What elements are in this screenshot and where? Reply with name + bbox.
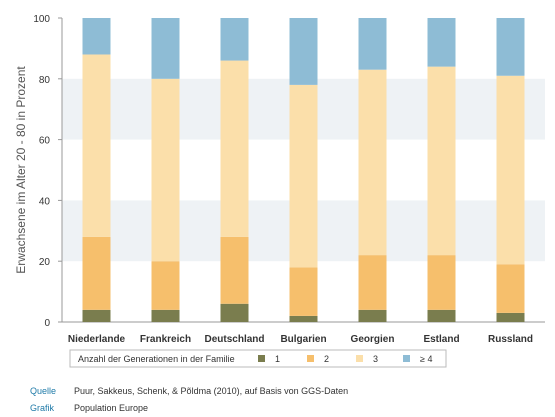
x-tick-label: Russland xyxy=(488,334,533,345)
bar-segment xyxy=(427,66,456,256)
bar-segment xyxy=(289,18,318,85)
graphic-key: Grafik xyxy=(30,403,55,413)
bar-segment xyxy=(358,309,387,322)
legend-swatch xyxy=(403,355,410,362)
bar-segment xyxy=(496,264,525,313)
legend-box xyxy=(69,349,447,368)
legend-swatch xyxy=(307,355,314,362)
bar-segment xyxy=(427,255,456,310)
bar-segment xyxy=(220,18,249,61)
bar-segment xyxy=(289,315,318,322)
y-axis-label: Erwachsene im Alter 20 - 80 in Prozent xyxy=(14,66,28,274)
bar-segment xyxy=(220,60,249,237)
x-tick-label: Frankreich xyxy=(140,334,191,345)
source-value: Puur, Sakkeus, Schenk, & Põldma (2010), … xyxy=(74,386,349,396)
x-tick-label: Niederlande xyxy=(68,334,126,345)
bar-segment xyxy=(496,18,525,76)
bar-segment xyxy=(151,261,180,310)
source-row: Quelle Puur, Sakkeus, Schenk, & Põldma (… xyxy=(30,383,348,400)
bar-segment xyxy=(151,78,180,262)
bar-segment xyxy=(358,255,387,310)
x-tick-label: Estland xyxy=(423,334,459,345)
legend-label: 3 xyxy=(373,354,378,364)
x-tick-label: Bulgarien xyxy=(280,334,326,345)
bar-segment xyxy=(82,18,111,55)
y-tick-label: 0 xyxy=(44,318,50,329)
legend-label: ≥ 4 xyxy=(420,354,432,364)
bar-segment xyxy=(220,236,249,304)
y-tick-label: 20 xyxy=(39,257,51,268)
bar-segment xyxy=(289,84,318,268)
credits: Quelle Puur, Sakkeus, Schenk, & Põldma (… xyxy=(30,383,348,417)
x-tick-label: Georgien xyxy=(351,334,395,345)
bar-segment xyxy=(358,18,387,70)
legend-label: 1 xyxy=(275,354,280,364)
legend-title: Anzahl der Generationen in der Familie xyxy=(78,354,235,364)
bar-segment xyxy=(358,69,387,256)
legend-swatch xyxy=(258,355,265,362)
bar-segment xyxy=(289,267,318,316)
bar-segment xyxy=(427,18,456,67)
bar-segment xyxy=(151,18,180,79)
bar-segment xyxy=(496,312,525,322)
bar-segment xyxy=(220,303,249,322)
y-tick-label: 100 xyxy=(33,14,50,25)
bar-segment xyxy=(82,309,111,322)
x-tick-label: Deutschland xyxy=(204,334,264,345)
y-tick-label: 80 xyxy=(39,75,51,86)
graphic-value: Population Europe xyxy=(74,403,149,413)
stacked-bar-chart: 0 20 40 60 80 100 Erwachsene im Alter 20 - 80 … xyxy=(14,14,545,368)
source-key: Quelle xyxy=(30,386,57,396)
y-tick-label: 60 xyxy=(39,136,51,147)
legend-swatch xyxy=(356,355,363,362)
bar-segment xyxy=(496,75,525,265)
y-tick-label: 40 xyxy=(39,196,51,207)
bar-segment xyxy=(82,236,111,310)
graphic-row: Grafik Population Europe xyxy=(30,400,348,417)
bar-segment xyxy=(427,309,456,322)
bar-segment xyxy=(151,309,180,322)
legend-label: 2 xyxy=(324,354,329,364)
bar-segment xyxy=(82,54,111,237)
